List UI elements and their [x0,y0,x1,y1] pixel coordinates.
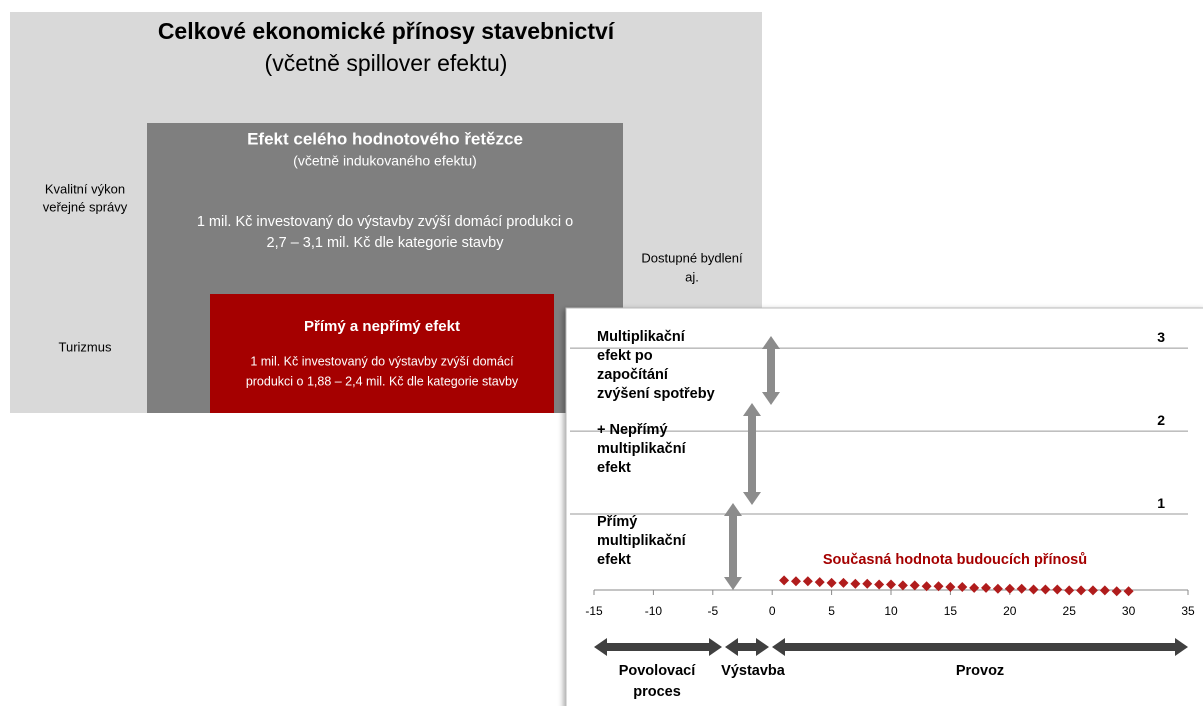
annotation: započítání [597,367,669,383]
phase-arrow [772,638,1188,656]
marker [897,580,908,591]
label: Kvalitní výkon [45,181,125,196]
double-arrow [743,403,761,505]
label: aj. [685,269,699,284]
marker [1004,583,1015,594]
outer-subtitle: (včetně spillover efektu) [265,50,508,76]
marker [886,579,896,590]
inner-text: produkci o 1,88 – 2,4 mil. Kč dle katego… [246,374,519,388]
marker [1123,586,1134,597]
middle-text: 1 mil. Kč investovaný do výstavby zvýší … [197,214,573,230]
marker [1052,584,1063,595]
marker [957,582,968,593]
marker [814,577,825,588]
phase-label: Výstavba [721,663,786,679]
label: veřejné správy [43,199,128,214]
marker [802,576,813,587]
phase-arrow [725,638,769,656]
x-tick-label: 15 [944,604,958,618]
marker [981,582,992,593]
x-tick-label: -15 [585,604,603,618]
series-label: Současná hodnota budoucích přínosů [823,552,1087,568]
middle-title: Efekt celého hodnotového řetězce [247,129,523,148]
marker [1040,584,1051,595]
inner-title: Přímý a nepřímý efekt [304,318,460,335]
label: Turizmus [59,339,112,354]
chart-panel [565,307,1203,706]
annotation: multiplikační [597,533,687,549]
middle-text: 2,7 – 3,1 mil. Kč dle kategorie stavby [267,235,505,251]
marker [874,579,885,590]
label: Dostupné bydlení [641,250,743,265]
x-tick-label: 20 [1003,604,1017,618]
chart: 1 2 3 -15 -10 -5 0 5 10 15 20 25 30 35 Multiplikační ef… [570,329,1195,700]
marker [1111,586,1122,597]
marker [992,583,1003,594]
x-tick-label: -5 [707,604,718,618]
marker [909,580,920,591]
marker [826,577,837,588]
annotation: efekt [597,460,631,476]
double-arrow [724,503,742,590]
marker [779,575,790,586]
marker [933,581,944,592]
double-arrow [762,336,780,405]
annotation: efekt po [597,348,653,364]
annotation: zvýšení spotřeby [597,386,715,402]
marker [1064,585,1075,596]
y-tick-label: 1 [1157,495,1165,511]
annotation: + Nepřímý [597,422,668,438]
inner-box [210,294,554,413]
middle-subtitle: (včetně indukovaného efektu) [293,153,477,169]
phase-label: proces [633,684,681,700]
annotation: Multiplikační [597,329,686,345]
annotation: multiplikační [597,441,687,457]
annotation: efekt [597,552,631,568]
annotation: Přímý [597,514,637,530]
x-tick-label: 10 [884,604,898,618]
marker [862,578,873,589]
x-tick-label: 30 [1122,604,1136,618]
marker [838,577,849,588]
x-tick-label: -10 [645,604,663,618]
y-tick-label: 3 [1157,329,1165,345]
marker [945,582,956,593]
marker [969,582,980,593]
marker [921,581,932,592]
phase-label: Povolovací [619,663,697,679]
marker [1076,585,1087,596]
x-tick-label: 5 [828,604,835,618]
y-tick-label: 2 [1157,412,1165,428]
marker [1016,583,1027,594]
marker [790,576,801,587]
marker [1099,585,1110,596]
phase-arrow [594,638,722,656]
x-tick-label: 25 [1063,604,1077,618]
phase-label: Provoz [956,663,1004,679]
inner-text: 1 mil. Kč investovaný do výstavby zvýší … [250,354,514,368]
marker [1028,584,1039,595]
marker [1087,585,1098,596]
outer-title: Celkové ekonomické přínosy stavebnictví [158,18,616,44]
x-tick-label: 35 [1181,604,1195,618]
x-tick-label: 0 [769,604,776,618]
marker [850,578,861,589]
